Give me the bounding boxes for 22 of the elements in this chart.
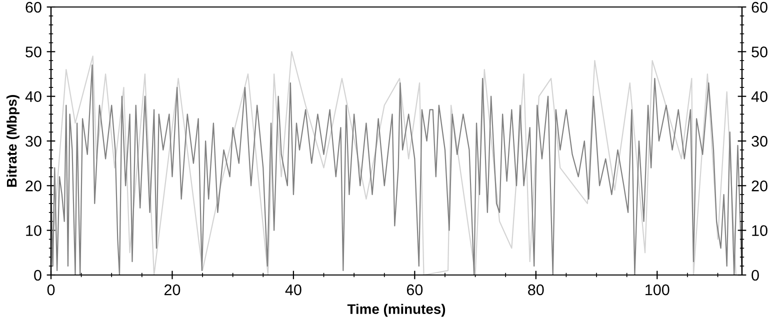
x-axis-title: Time (minutes) <box>347 304 446 317</box>
y-tick-label: 10 <box>26 225 42 236</box>
y2-tick-label: 0 <box>752 270 759 281</box>
x-tick-label: 60 <box>406 284 423 296</box>
y-tick-label: 0 <box>34 270 42 281</box>
y-tick-label: 60 <box>26 2 42 13</box>
x-tick-label: 100 <box>646 284 670 296</box>
x-tick-label: 40 <box>285 284 302 296</box>
y-tick-label: 50 <box>26 46 42 58</box>
y2-tick-label: 50 <box>752 46 768 58</box>
y-tick-label: 20 <box>26 180 42 192</box>
y-axis-title: Bitrate (Mbps) <box>6 95 20 187</box>
y-tick-label: 30 <box>26 136 42 147</box>
y2-tick-label: 60 <box>752 2 768 13</box>
x-tick-label: 20 <box>164 284 180 296</box>
y-tick-label: 40 <box>25 91 42 102</box>
y2-tick-label: 10 <box>752 225 768 236</box>
x-tick-label: 0 <box>47 284 55 296</box>
y2-tick-label: 30 <box>752 136 768 147</box>
y2-tick-label: 20 <box>752 180 768 192</box>
y2-tick-label: 40 <box>751 91 768 102</box>
x-tick-label: 80 <box>528 284 544 296</box>
